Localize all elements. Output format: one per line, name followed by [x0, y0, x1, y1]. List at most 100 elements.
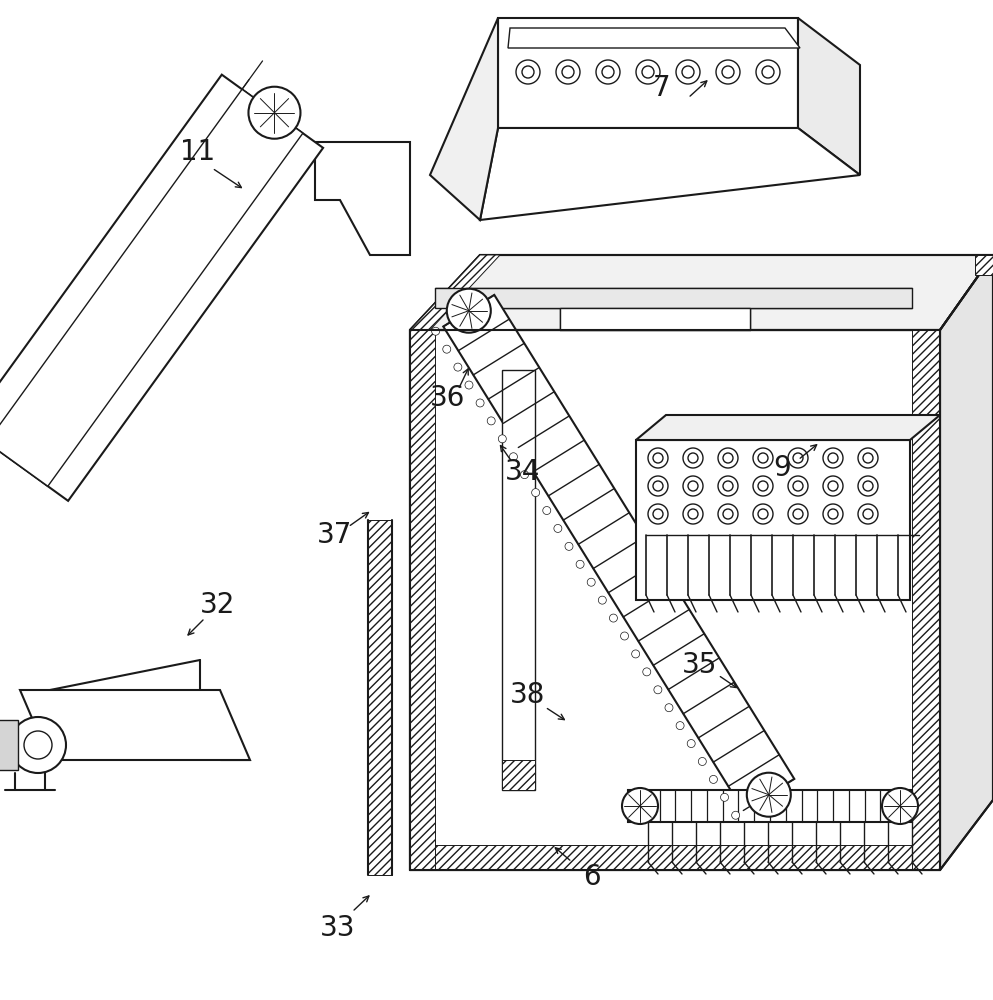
Circle shape [447, 289, 491, 333]
Circle shape [642, 66, 654, 78]
Circle shape [602, 66, 614, 78]
Circle shape [716, 60, 740, 84]
Circle shape [642, 668, 650, 676]
Polygon shape [502, 370, 535, 790]
Circle shape [709, 775, 717, 783]
Circle shape [648, 504, 668, 524]
Circle shape [556, 60, 580, 84]
Circle shape [753, 448, 773, 468]
Circle shape [676, 60, 700, 84]
Circle shape [793, 509, 803, 519]
Circle shape [554, 524, 562, 532]
Polygon shape [410, 255, 993, 330]
Circle shape [793, 453, 803, 463]
Polygon shape [430, 18, 498, 220]
Circle shape [788, 476, 808, 496]
Circle shape [723, 453, 733, 463]
Circle shape [648, 476, 668, 496]
Circle shape [488, 417, 496, 425]
Circle shape [683, 504, 703, 524]
Circle shape [543, 507, 551, 515]
Circle shape [653, 686, 662, 694]
Text: 11: 11 [181, 138, 215, 166]
Text: 38: 38 [510, 681, 546, 709]
Circle shape [788, 448, 808, 468]
Circle shape [531, 489, 539, 497]
Text: 9: 9 [774, 454, 790, 482]
Circle shape [622, 788, 658, 824]
Polygon shape [410, 330, 940, 870]
Circle shape [248, 87, 301, 139]
Text: 35: 35 [682, 651, 718, 679]
Circle shape [621, 632, 629, 640]
Circle shape [465, 381, 473, 389]
Circle shape [688, 453, 698, 463]
Polygon shape [560, 308, 750, 330]
Circle shape [596, 60, 620, 84]
Circle shape [828, 509, 838, 519]
Circle shape [863, 481, 873, 491]
Polygon shape [435, 288, 912, 308]
Polygon shape [636, 440, 910, 600]
Circle shape [828, 453, 838, 463]
Circle shape [722, 66, 734, 78]
Text: 6: 6 [583, 863, 601, 891]
Polygon shape [368, 520, 392, 875]
Circle shape [443, 345, 451, 353]
Circle shape [762, 66, 774, 78]
Circle shape [653, 453, 663, 463]
Circle shape [863, 509, 873, 519]
Circle shape [723, 509, 733, 519]
Polygon shape [0, 720, 18, 770]
Circle shape [683, 448, 703, 468]
Circle shape [522, 66, 534, 78]
Circle shape [793, 481, 803, 491]
Circle shape [576, 560, 584, 568]
Circle shape [698, 757, 706, 765]
Circle shape [718, 476, 738, 496]
Circle shape [432, 327, 440, 335]
Circle shape [516, 60, 540, 84]
Circle shape [788, 504, 808, 524]
Polygon shape [636, 415, 940, 440]
Circle shape [721, 793, 729, 801]
Circle shape [828, 481, 838, 491]
Polygon shape [410, 330, 435, 870]
Circle shape [682, 66, 694, 78]
Circle shape [636, 60, 660, 84]
Circle shape [756, 60, 780, 84]
Polygon shape [975, 255, 993, 275]
Polygon shape [508, 28, 800, 48]
Circle shape [718, 448, 738, 468]
Text: 32: 32 [201, 591, 235, 619]
Circle shape [882, 788, 918, 824]
Polygon shape [480, 128, 860, 220]
Circle shape [753, 476, 773, 496]
Circle shape [858, 448, 878, 468]
Circle shape [858, 476, 878, 496]
Polygon shape [0, 89, 303, 486]
Circle shape [858, 504, 878, 524]
Polygon shape [410, 845, 940, 870]
Circle shape [653, 481, 663, 491]
Polygon shape [628, 790, 912, 822]
Circle shape [688, 481, 698, 491]
Circle shape [747, 773, 790, 817]
Circle shape [587, 578, 595, 586]
Circle shape [758, 509, 768, 519]
Circle shape [687, 740, 695, 748]
Polygon shape [410, 255, 500, 330]
Polygon shape [798, 18, 860, 175]
Circle shape [653, 509, 663, 519]
Circle shape [723, 481, 733, 491]
Polygon shape [20, 690, 250, 760]
Circle shape [676, 722, 684, 730]
Text: 37: 37 [318, 521, 353, 549]
Circle shape [683, 476, 703, 496]
Circle shape [520, 471, 528, 479]
Circle shape [476, 399, 485, 407]
Circle shape [599, 596, 607, 604]
Text: 34: 34 [505, 458, 540, 486]
Circle shape [632, 650, 639, 658]
Circle shape [688, 509, 698, 519]
